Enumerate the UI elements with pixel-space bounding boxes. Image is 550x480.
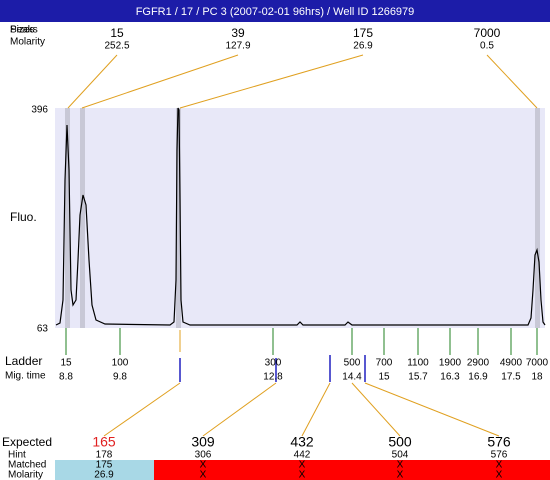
plot-area: [55, 108, 545, 328]
mig-time: 14.4: [342, 372, 362, 383]
top-connectors: [67, 54, 538, 352]
table-cell: 165: [92, 434, 116, 450]
bottom-connectors: [103, 382, 500, 437]
peak-size: 175: [353, 26, 373, 40]
mig-time: 15.7: [408, 372, 428, 383]
y-top-label: 396: [31, 105, 48, 116]
table-row-label: Hint: [8, 450, 26, 461]
ladder-size: 700: [376, 358, 393, 369]
table-cell: 309: [191, 434, 215, 450]
mig-time: 17.5: [501, 372, 521, 383]
ladder-size: 7000: [526, 358, 549, 369]
table-cell: 178: [96, 450, 113, 461]
table-row-label: Matched: [8, 460, 46, 471]
table-cell: 26.9: [94, 470, 114, 480]
y-bottom-label: 63: [37, 324, 49, 335]
table-cell: X: [299, 470, 306, 480]
table-row-label: Molarity: [8, 470, 43, 480]
table-cell: 306: [195, 450, 212, 461]
table-cell: X: [397, 460, 404, 471]
ladder-size: 2900: [467, 358, 490, 369]
ladder-size: 4900: [500, 358, 523, 369]
table-cell: X: [496, 470, 503, 480]
header-bar: [0, 0, 550, 22]
ladder-label: Ladder: [5, 354, 42, 368]
mig-time: 8.8: [59, 372, 73, 383]
table-cell: 432: [290, 434, 314, 450]
mig-time: 16.9: [468, 372, 488, 383]
ladder-size: 1900: [439, 358, 462, 369]
peak-size: 15: [110, 26, 124, 40]
mig-time: 12.8: [263, 372, 283, 383]
peak-molarity: 127.9: [225, 41, 250, 52]
ladder-size: 500: [344, 358, 361, 369]
table-cell: 175: [96, 460, 113, 471]
y-axis-label: Fluo.: [10, 210, 37, 224]
table-cell: X: [299, 460, 306, 471]
mig-time: 16.3: [440, 372, 460, 383]
mig-time: 18: [531, 372, 543, 383]
molarity-label: Molarity: [10, 37, 45, 48]
matched-cell: [55, 460, 154, 480]
ladder-size: 1100: [407, 358, 429, 369]
table-cell: X: [200, 470, 207, 480]
sizes-label: Sizes: [10, 25, 34, 36]
peak-molarity: 0.5: [480, 41, 494, 52]
peak-molarity: 26.9: [353, 41, 373, 52]
table-cell: X: [200, 460, 207, 471]
ladder-size: 100: [112, 358, 129, 369]
table-row-label: Expected: [2, 435, 52, 449]
ladder-size: 15: [60, 358, 72, 369]
mig-time-label: Mig. time: [5, 371, 46, 382]
hint-ticks: [179, 355, 366, 382]
mig-time: 15: [378, 372, 390, 383]
unmatched-cells: [154, 460, 550, 480]
table-cell: 576: [487, 434, 511, 450]
table-cell: 576: [491, 450, 508, 461]
table-cell: 500: [388, 434, 412, 450]
ladder-size: 300: [265, 358, 282, 369]
peak-bands: [65, 108, 540, 328]
peak-molarity: 252.5: [104, 41, 129, 52]
peak-size: 7000: [474, 26, 501, 40]
header-title: FGFR1 / 17 / PC 3 (2007-02-01 96hrs) / W…: [136, 6, 415, 18]
trace: [55, 107, 546, 326]
peaks-label: Peaks: [10, 25, 38, 36]
table-cell: 504: [392, 450, 409, 461]
peak-size: 39: [231, 26, 245, 40]
table-cell: X: [496, 460, 503, 471]
table-cell: 442: [294, 450, 311, 461]
table-cell: X: [397, 470, 404, 480]
mig-time: 9.8: [113, 372, 127, 383]
